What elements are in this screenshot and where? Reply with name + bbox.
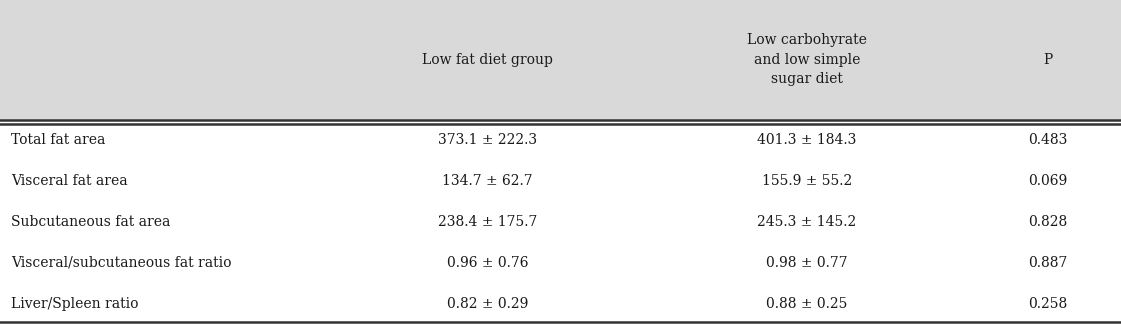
Text: 0.258: 0.258 (1028, 296, 1068, 311)
Text: 155.9 ± 55.2: 155.9 ± 55.2 (762, 174, 852, 188)
Text: Low fat diet group: Low fat diet group (423, 53, 553, 67)
Text: P: P (1044, 53, 1053, 67)
Text: 0.828: 0.828 (1028, 215, 1068, 229)
Text: 245.3 ± 145.2: 245.3 ± 145.2 (758, 215, 856, 229)
Text: 0.887: 0.887 (1028, 256, 1068, 270)
Text: Total fat area: Total fat area (11, 133, 105, 147)
Text: 0.88 ± 0.25: 0.88 ± 0.25 (767, 296, 847, 311)
Text: Low carbohyrate
and low simple
sugar diet: Low carbohyrate and low simple sugar die… (748, 33, 867, 87)
Text: Liver/Spleen ratio: Liver/Spleen ratio (11, 296, 139, 311)
Bar (0, 120, 1121, 324)
Text: 401.3 ± 184.3: 401.3 ± 184.3 (758, 133, 856, 147)
Text: 238.4 ± 175.7: 238.4 ± 175.7 (438, 215, 537, 229)
Text: 0.069: 0.069 (1028, 174, 1068, 188)
Text: 0.483: 0.483 (1028, 133, 1068, 147)
Text: 0.96 ± 0.76: 0.96 ± 0.76 (447, 256, 528, 270)
Text: 0.82 ± 0.29: 0.82 ± 0.29 (447, 296, 528, 311)
Bar (0, 0, 1121, 120)
Text: 0.98 ± 0.77: 0.98 ± 0.77 (767, 256, 847, 270)
Text: 134.7 ± 62.7: 134.7 ± 62.7 (443, 174, 532, 188)
Text: 373.1 ± 222.3: 373.1 ± 222.3 (438, 133, 537, 147)
Text: Visceral/subcutaneous fat ratio: Visceral/subcutaneous fat ratio (11, 256, 232, 270)
Text: Visceral fat area: Visceral fat area (11, 174, 128, 188)
Text: Subcutaneous fat area: Subcutaneous fat area (11, 215, 170, 229)
